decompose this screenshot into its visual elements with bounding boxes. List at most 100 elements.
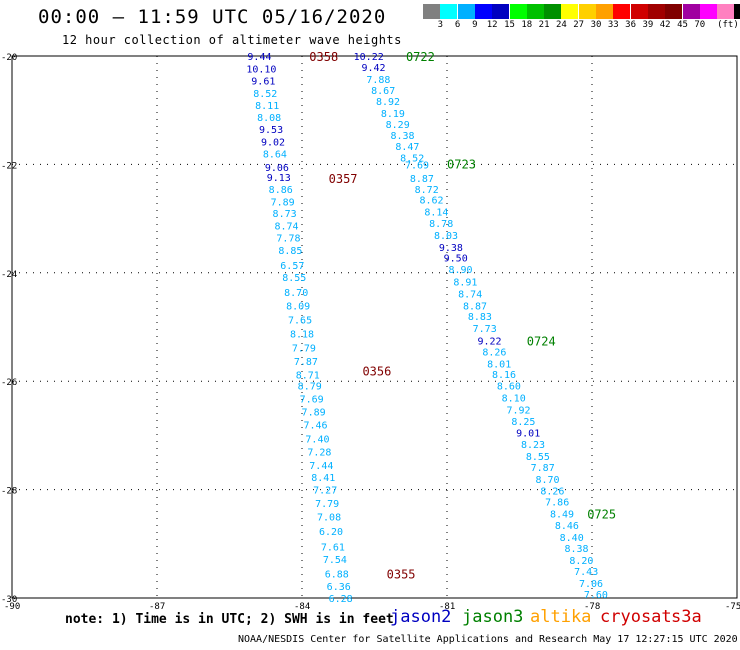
scale-label: (ft) <box>717 20 739 30</box>
lon-tick-label: -84 <box>294 602 310 612</box>
wave-height-value: 8.26 <box>482 347 506 358</box>
wave-height-value: 8.20 <box>569 556 593 567</box>
wave-height-value: 8.70 <box>535 475 559 486</box>
pass-time-label: 0724 <box>527 335 556 349</box>
lon-tick-label: -81 <box>439 602 455 612</box>
wave-height-value: 8.78 <box>429 219 453 230</box>
wave-height-value: 7.79 <box>292 344 316 355</box>
scale-swatch <box>717 4 735 19</box>
wave-height-value: 8.91 <box>453 277 477 288</box>
wave-height-value: 8.64 <box>263 150 287 161</box>
scale-swatch <box>665 4 683 19</box>
scale-swatch <box>440 4 458 19</box>
wave-height-value: 7.92 <box>506 405 530 416</box>
wave-height-value: 8.90 <box>448 265 472 276</box>
wave-height-value: 8.38 <box>390 131 414 142</box>
scale-label: 3 <box>437 20 443 30</box>
wave-height-value: 8.03 <box>434 231 458 242</box>
wave-height-value: 8.70 <box>284 288 308 299</box>
wave-height-value: 8.55 <box>526 452 550 463</box>
wave-height-value: 8.10 <box>502 393 526 404</box>
wave-height-value: 7.06 <box>579 579 603 590</box>
wave-height-value: 7.46 <box>303 421 327 432</box>
wave-height-value: 7.73 <box>473 324 497 335</box>
wave-height-value: 8.26 <box>540 487 564 498</box>
wave-height-value: 8.52 <box>253 89 277 100</box>
wave-height-value: 8.73 <box>273 209 297 220</box>
scale-label: 9 <box>472 20 478 30</box>
wave-height-value: 7.69 <box>405 160 429 171</box>
scale-label: 21 <box>538 20 550 30</box>
wave-height-value: 8.92 <box>376 97 400 108</box>
wave-height-value: 8.79 <box>298 382 322 393</box>
wave-height-value: 9.22 <box>477 337 501 348</box>
lon-tick-label: -90 <box>4 602 20 612</box>
wave-height-value: 7.79 <box>315 499 339 510</box>
wave-height-value: 7.88 <box>366 75 390 86</box>
wave-height-value: 7.87 <box>294 357 318 368</box>
lon-tick-label: -75 <box>725 602 740 612</box>
scale-swatch <box>682 4 700 19</box>
scale-label: 12 <box>486 20 498 30</box>
wave-height-value: 8.09 <box>286 301 310 312</box>
wave-height-value: 9.53 <box>259 125 283 136</box>
scale-swatch <box>578 4 596 19</box>
scale-swatch <box>457 4 475 19</box>
lat-tick-label: -20 <box>1 53 17 63</box>
lat-tick-label: -22 <box>1 161 17 171</box>
satellite-legend-cryosat: cryosat <box>600 607 672 627</box>
wave-height-value: 8.83 <box>468 312 492 323</box>
wave-height-value: 8.67 <box>371 86 395 97</box>
scale-label: 45 <box>677 20 688 30</box>
wave-height-value: 7.61 <box>321 543 345 554</box>
wave-height-value: 8.18 <box>290 330 314 341</box>
wave-height-value: 10.10 <box>246 64 276 75</box>
scale-label: 27 <box>573 20 585 30</box>
wave-height-value: 9.13 <box>267 173 291 184</box>
scale-label: 24 <box>555 20 567 30</box>
wave-height-value: 8.52 <box>400 153 424 164</box>
map-frame <box>11 55 738 599</box>
wave-height-value: 6.57 <box>280 261 304 272</box>
wave-height-value: 9.06 <box>265 163 289 174</box>
wave-height-value: 7.60 <box>584 590 608 601</box>
scale-label: 70 <box>694 20 706 30</box>
wave-height-value: 7.69 <box>300 395 324 406</box>
pass-time-label: 0355 <box>387 568 416 582</box>
wave-height-value: 8.49 <box>550 509 574 520</box>
lat-tick-label: -24 <box>1 270 17 280</box>
wave-height-value: 7.89 <box>271 197 295 208</box>
wave-height-value: 8.01 <box>487 359 511 370</box>
wave-height-value: 8.60 <box>497 382 521 393</box>
wave-height-value: 9.44 <box>247 52 271 63</box>
scale-swatch <box>596 4 613 19</box>
satellite-legend-jason3: jason3 <box>462 607 524 627</box>
scale-label: 33 <box>607 20 619 30</box>
pass-time-label: 0722 <box>406 50 435 64</box>
wave-height-value: 7.65 <box>288 315 312 326</box>
scale-swatch <box>544 4 562 19</box>
wave-height-value: 9.42 <box>361 63 385 74</box>
lat-tick-label: -28 <box>1 487 17 497</box>
lon-tick-label: -78 <box>584 602 600 612</box>
wave-height-value: 6.28 <box>329 594 353 605</box>
wave-height-value: 7.40 <box>305 435 329 446</box>
scale-swatch <box>526 4 544 19</box>
wave-height-value: 8.87 <box>410 174 434 185</box>
wave-height-value: 10.22 <box>354 52 384 63</box>
wave-height-value: 8.25 <box>511 417 535 428</box>
scale-label: 30 <box>590 20 602 30</box>
note-text: note: 1) Time is in UTC; 2) SWH is in fe… <box>65 612 394 627</box>
wave-height-value: 9.38 <box>439 243 463 254</box>
wave-height-value: 8.46 <box>555 521 579 532</box>
wave-height-value: 8.47 <box>395 142 419 153</box>
footer-credit: NOAA/NESDIS Center for Satellite Applica… <box>238 634 738 645</box>
wave-height-value: 7.43 <box>574 567 598 578</box>
wave-height-value: 8.85 <box>278 246 302 257</box>
wave-height-value: 7.86 <box>545 498 569 509</box>
wave-height-value: 8.62 <box>419 196 443 207</box>
satellite-legend-altika: altika <box>530 607 592 627</box>
wave-height-value: 8.19 <box>381 109 405 120</box>
scale-swatch <box>509 4 527 19</box>
pass-time-label: 0725 <box>587 507 616 521</box>
